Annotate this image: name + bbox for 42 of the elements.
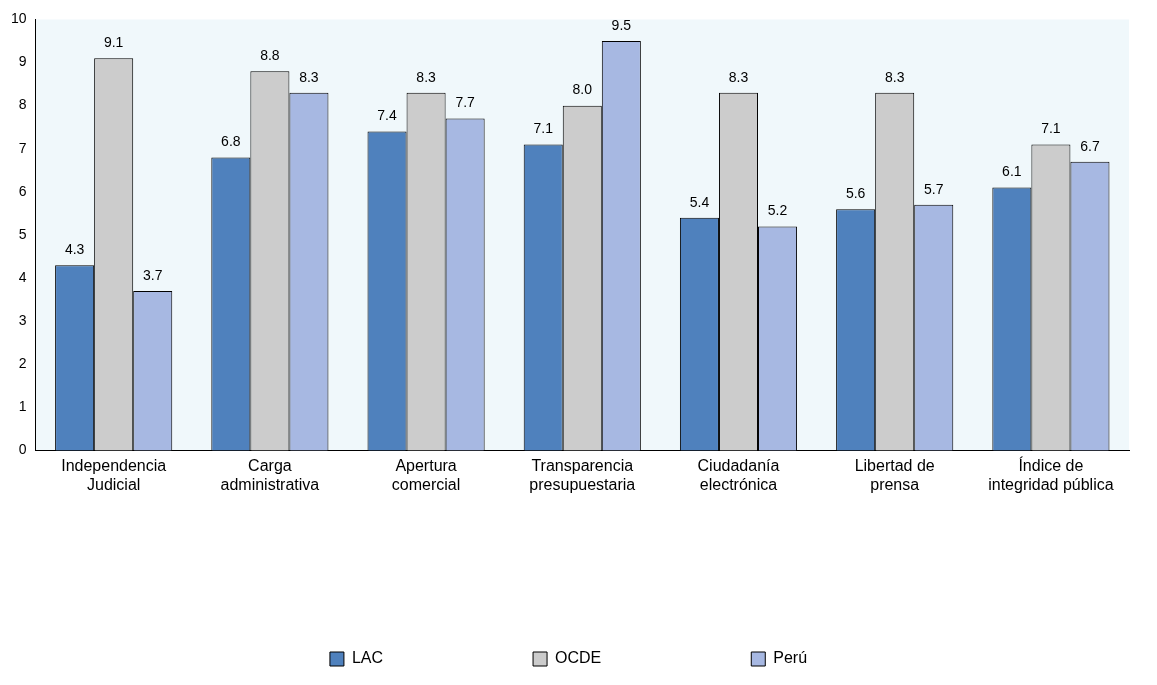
x-tick-label: Apertura comercial	[391, 456, 461, 493]
data-label: 8.0	[572, 81, 593, 98]
legend-label: OCDE	[555, 649, 602, 667]
x-tick-label: Ciudadanía electrónica	[697, 456, 780, 493]
data-label: 7.4	[377, 107, 397, 124]
y-tick-label: 3	[18, 312, 27, 329]
data-label: 6.7	[1080, 137, 1100, 154]
data-label: 4.3	[64, 241, 85, 258]
data-label: 9.5	[611, 16, 632, 33]
x-tick-label: Transparencia presupuestaria	[529, 456, 636, 493]
data-label: 5.6	[845, 184, 866, 201]
data-label: 8.8	[260, 47, 280, 63]
y-tick-label: 8	[18, 96, 27, 113]
y-tick-label: 2	[18, 355, 27, 372]
x-tick-label: Libertad de prensa	[854, 456, 935, 493]
x-tick-label: Independencia Judicial	[61, 456, 167, 493]
legend-label: LAC	[351, 649, 384, 667]
data-label: 5.2	[767, 202, 788, 219]
y-tick-label: 6	[18, 182, 27, 199]
data-label: 5.4	[689, 193, 710, 210]
data-label: 6.1	[1002, 163, 1022, 180]
legend-label: Perú	[773, 649, 808, 667]
data-label: 7.7	[455, 94, 476, 111]
data-label: 9.1	[103, 34, 124, 51]
data-label: 7.1	[1041, 120, 1061, 137]
data-label: 6.8	[221, 133, 241, 150]
data-label: 3.7	[142, 266, 163, 283]
data-label: 8.3	[728, 68, 749, 85]
y-tick-label: 0	[18, 441, 27, 458]
data-label: 8.3	[299, 68, 319, 85]
y-tick-label: 10	[10, 10, 27, 27]
data-label: 8.3	[416, 68, 437, 85]
data-label: 7.1	[533, 120, 554, 137]
data-label: 8.3	[884, 68, 905, 85]
y-tick-label: 5	[18, 225, 27, 242]
x-tick-label: Carga administrativa	[220, 456, 320, 493]
data-label: 5.7	[924, 180, 944, 197]
y-tick-label: 1	[18, 398, 27, 415]
y-tick-label: 4	[18, 268, 27, 285]
x-tick-label: Índice de integridad pública	[988, 455, 1114, 493]
y-tick-label: 9	[18, 53, 27, 70]
y-tick-label: 7	[18, 139, 27, 156]
